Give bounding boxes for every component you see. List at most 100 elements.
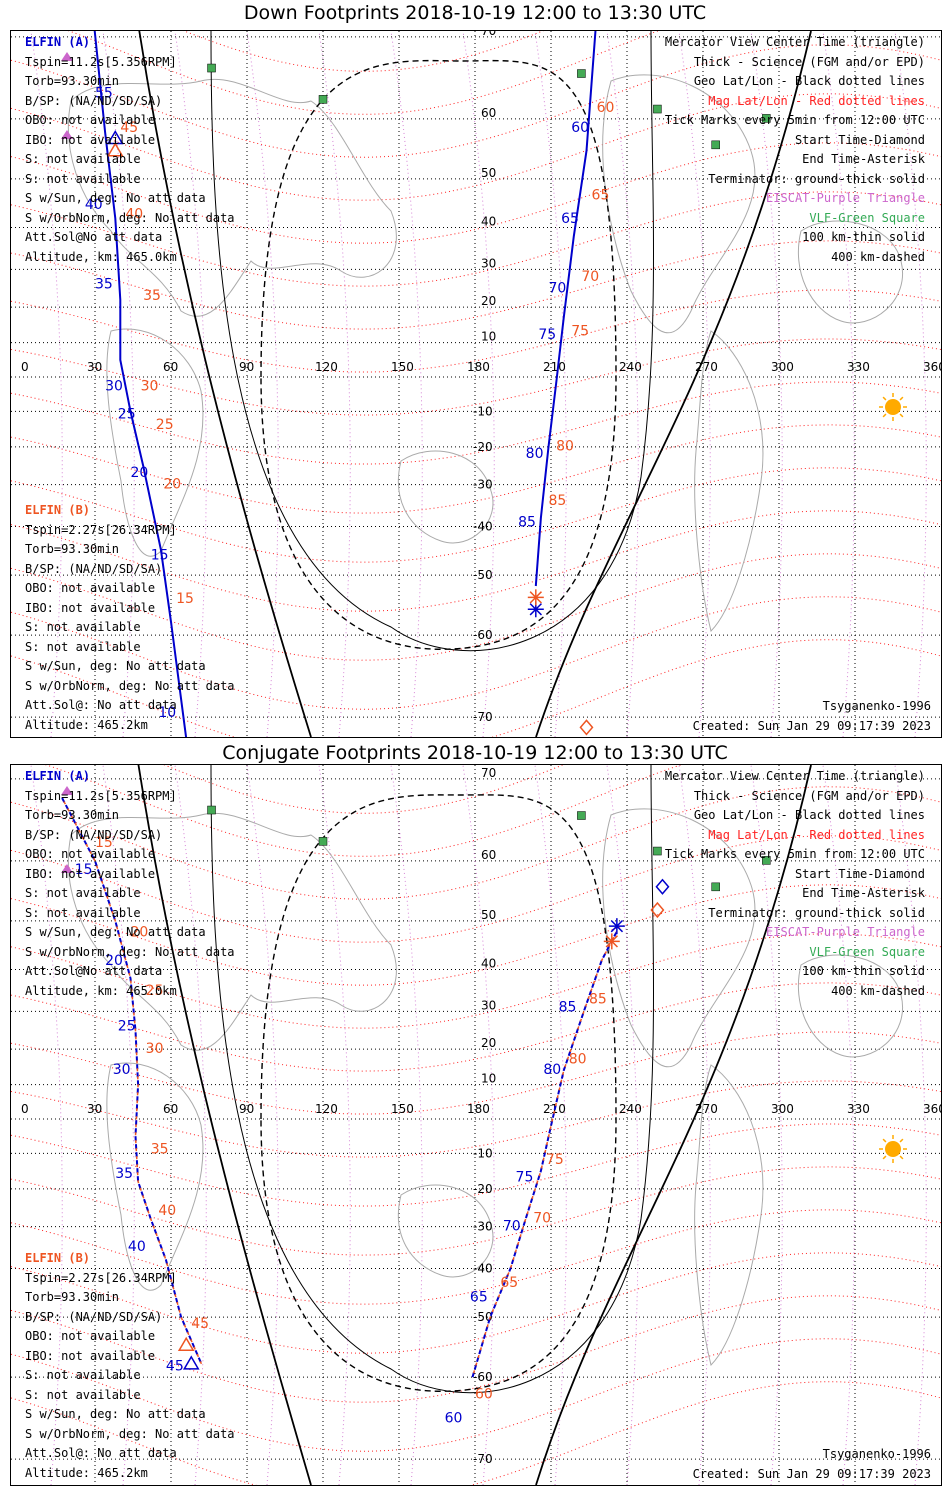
time-tick-label: 35 bbox=[95, 277, 113, 293]
model-label: Tsyganenko-1996 bbox=[822, 699, 931, 713]
legend-center-time: Mercator View Center Time (triangle) bbox=[664, 769, 925, 783]
mag-lon-line bbox=[30, 31, 63, 737]
sun-ray bbox=[899, 1138, 904, 1143]
time-tick-label: 85 bbox=[589, 991, 607, 1007]
coastline bbox=[602, 74, 756, 334]
time-tick-label: 40 bbox=[158, 1203, 176, 1219]
mag-lon-line bbox=[534, 31, 567, 737]
sat-b-name: ELFIN (B) bbox=[25, 1251, 91, 1265]
mag-grid bbox=[11, 765, 941, 1485]
lon-tick-label: 120 bbox=[315, 1102, 338, 1116]
time-tick-label: 15 bbox=[75, 862, 93, 878]
lon-tick-label: 210 bbox=[543, 360, 566, 374]
mag-lon-line bbox=[822, 765, 855, 1485]
lon-tick-label: 150 bbox=[391, 1102, 414, 1116]
time-tick-label: 45 bbox=[120, 120, 138, 136]
lon-tick-label: 240 bbox=[619, 1102, 642, 1116]
elfin-a-center-triangle bbox=[182, 1355, 200, 1370]
created-label: Created: Sun Jan 29 09:17:39 2023 bbox=[692, 719, 931, 733]
lat-tick-label: 20 bbox=[481, 1036, 496, 1050]
mag-lon-line bbox=[390, 765, 423, 1485]
down-footprints-panel: Down Footprints 2018-10-19 12:00 to 13:3… bbox=[0, 0, 950, 740]
elfin-b-center-triangle bbox=[106, 142, 124, 157]
lat-tick-label: 30 bbox=[481, 256, 496, 270]
sat-b-swsun: S w/Sun, deg: No att data bbox=[25, 1407, 206, 1421]
elfin-a-track-left bbox=[93, 31, 188, 737]
mag-lon-line bbox=[102, 765, 135, 1485]
mag-lat-line bbox=[11, 191, 941, 287]
sat-a-s2: S: not available bbox=[25, 171, 141, 186]
sun-icon bbox=[879, 393, 907, 421]
lon-tick-label: 60 bbox=[163, 360, 178, 374]
sat-a-torb: Torb=93.30min bbox=[25, 808, 119, 822]
sat-a-name: ELFIN (A) bbox=[25, 769, 91, 783]
time-tick-label: 75 bbox=[538, 327, 556, 343]
sat-a-tspin: Tspin=11.2s[5.356RPM] bbox=[25, 54, 177, 69]
sun-ray bbox=[882, 1155, 887, 1160]
elfin-b-start-diamond bbox=[650, 901, 665, 919]
legend-start-time: Start Time-Diamond bbox=[794, 866, 925, 881]
lat-tick-label: -20 bbox=[473, 1182, 493, 1196]
legend-center-time: Mercator View Center Time (triangle) bbox=[664, 35, 925, 49]
lon-tick-label: 0 bbox=[21, 360, 29, 374]
time-tick-label: 75 bbox=[571, 324, 589, 340]
sat-b-torb: Torb=93.30min bbox=[25, 542, 119, 556]
400km-line bbox=[260, 794, 617, 1392]
sat-a-torb: Torb=93.30min bbox=[25, 74, 119, 88]
legend-mag-grid: Mag Lat/Lon - Red dotted lines bbox=[708, 93, 925, 108]
time-tick-label: 35 bbox=[151, 1141, 169, 1157]
time-tick-label: 80 bbox=[526, 446, 544, 462]
terminator-left bbox=[137, 765, 312, 1485]
coastlines bbox=[67, 808, 903, 1366]
sat-b-obo: OBO: not available bbox=[25, 1329, 156, 1343]
time-tick-label: 65 bbox=[500, 1275, 518, 1291]
elfin-a-track-right bbox=[534, 31, 597, 587]
time-tick-label: 25 bbox=[118, 406, 136, 422]
sat-b-ibo: IBO: not available bbox=[25, 600, 156, 615]
asterisk-stroke bbox=[610, 919, 624, 933]
time-tick-label: 35 bbox=[143, 288, 161, 304]
sat-b-attsol: Att.Sol@: No att data bbox=[25, 1446, 177, 1460]
sat-b-name: ELFIN (B) bbox=[25, 503, 91, 517]
lat-tick-label: -60 bbox=[473, 1370, 493, 1384]
sat-a-ibo: IBO: not available bbox=[25, 132, 156, 147]
mag-lon-line bbox=[246, 765, 279, 1485]
map-frame: 0 30 60 90 120 150 180 210 240 270 300 330 360 70 60 50… bbox=[10, 30, 942, 738]
lon-tick-label: 90 bbox=[239, 360, 254, 374]
time-tick-label: 30 bbox=[113, 1062, 131, 1078]
time-tick-label: 40 bbox=[128, 1239, 146, 1255]
mag-lon-line bbox=[318, 765, 351, 1485]
vlf-square bbox=[762, 114, 771, 123]
vlf-square bbox=[207, 805, 216, 815]
legend-tick-marks: Tick Marks every 5min from 12:00 UTC bbox=[664, 113, 925, 127]
lon-tick-label: 360 bbox=[923, 360, 941, 374]
mag-lat-line bbox=[163, 765, 564, 814]
legend-400km: 400 km-dashed bbox=[831, 983, 925, 998]
vlf-square bbox=[318, 837, 328, 846]
sat-a-s2: S: not available bbox=[25, 905, 141, 920]
time-tick-label: 55 bbox=[95, 85, 113, 101]
lat-tick-label: 70 bbox=[481, 31, 496, 38]
sun-ray bbox=[899, 1155, 904, 1160]
sat-b-s2: S: not available bbox=[25, 1387, 141, 1402]
axis-labels: 0 30 60 90 120 150 180 210 240 270 300 330 360 70 60 50… bbox=[21, 31, 941, 724]
mag-lon-line bbox=[894, 31, 927, 737]
400km-line bbox=[260, 59, 617, 650]
created-label: Created: Sun Jan 29 09:17:39 2023 bbox=[692, 1467, 931, 1481]
coastline bbox=[694, 1064, 764, 1366]
lon-tick-label: 300 bbox=[771, 1102, 794, 1116]
sat-b-bsp: B/SP: (NA/ND/SD/SA) bbox=[25, 1309, 163, 1324]
time-tick-label: 25 bbox=[118, 1019, 136, 1035]
sat-a-obo: OBO: not available bbox=[25, 113, 156, 127]
mag-lat-line bbox=[11, 240, 941, 330]
coastlines bbox=[67, 74, 903, 632]
lon-tick-label: 360 bbox=[923, 1102, 941, 1116]
mag-lon-line bbox=[606, 765, 639, 1485]
lon-tick-label: 270 bbox=[695, 360, 718, 374]
mag-lon-line bbox=[174, 31, 207, 737]
mag-grid bbox=[11, 31, 941, 737]
lat-tick-label: -30 bbox=[473, 1220, 493, 1234]
time-tick-label: 70 bbox=[503, 1219, 521, 1235]
legend: Mercator View Center Time (triangle) Thi… bbox=[665, 33, 925, 267]
lat-tick-label: 20 bbox=[481, 294, 496, 308]
